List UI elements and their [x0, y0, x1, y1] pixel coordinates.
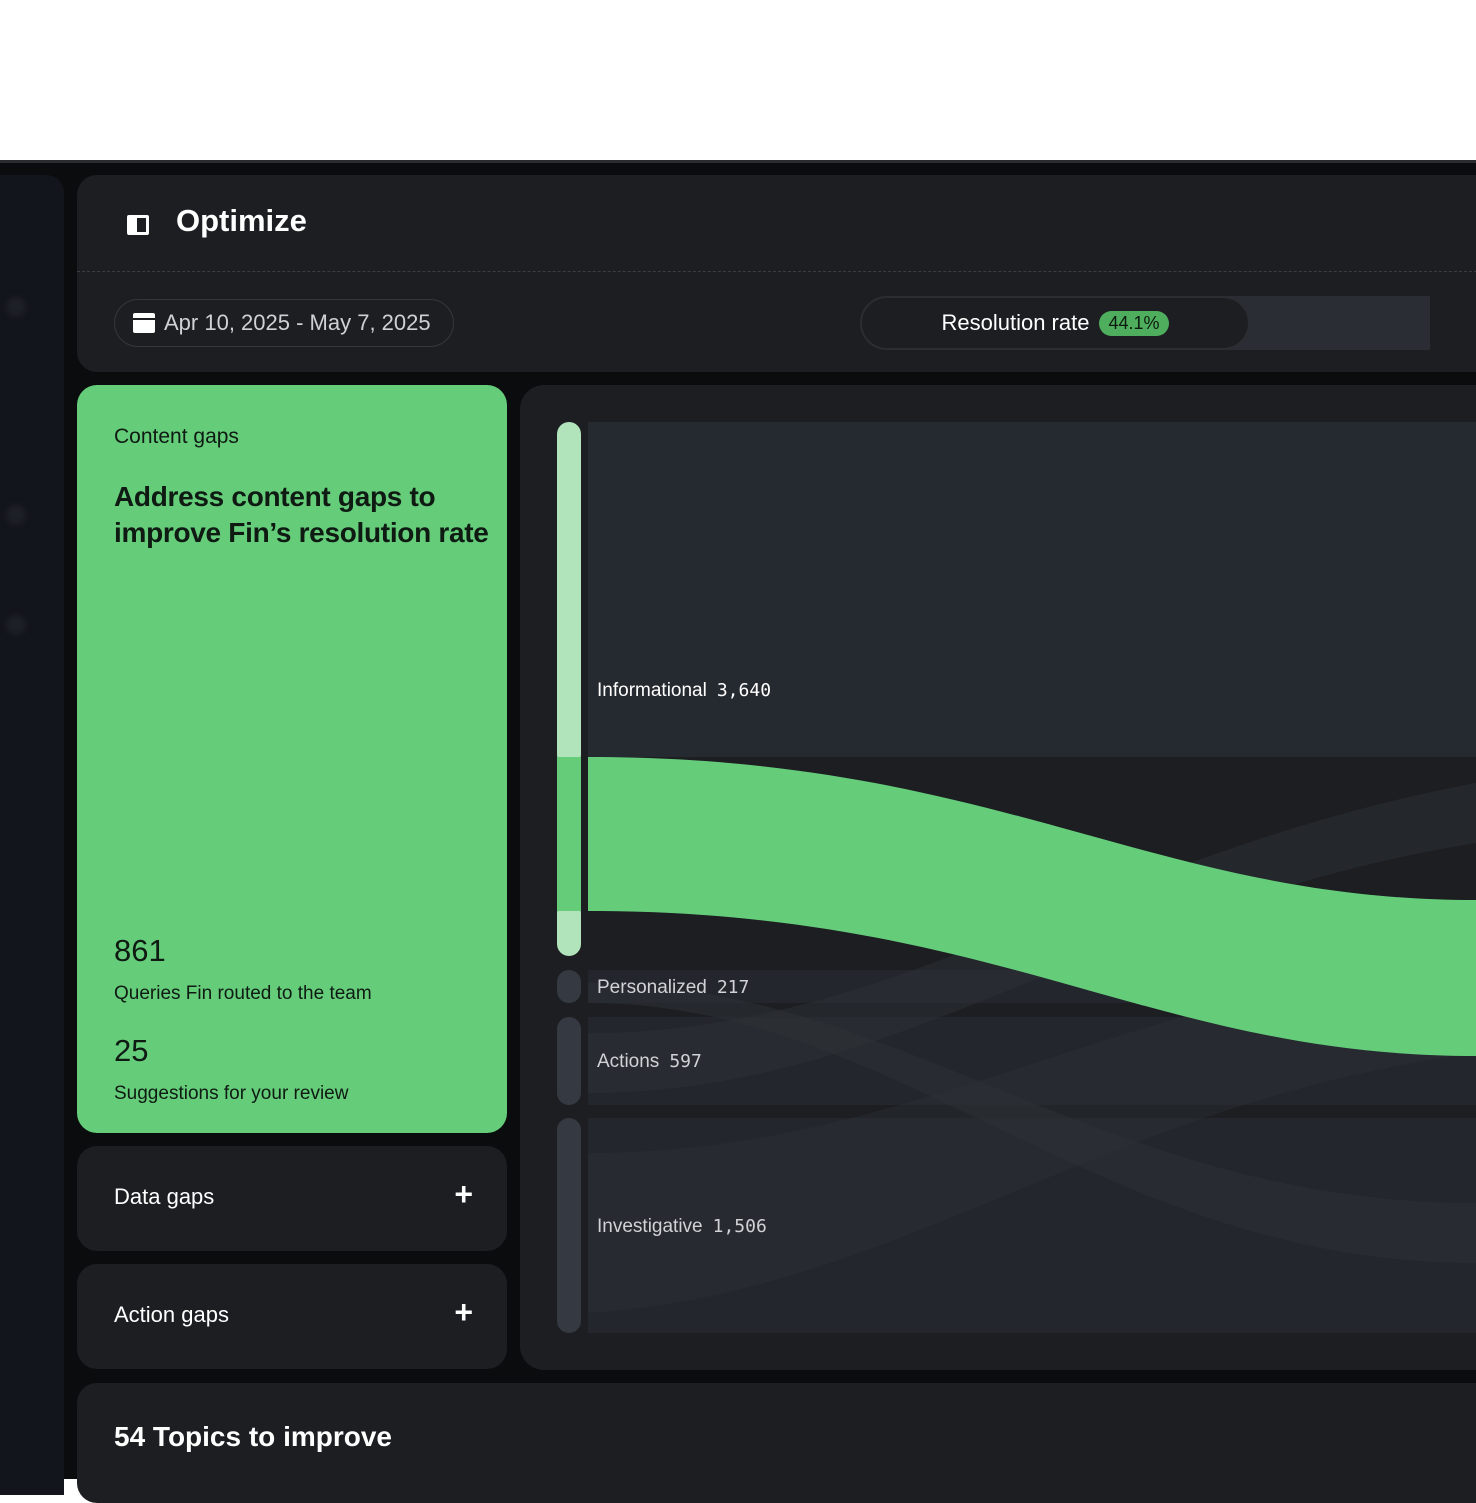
node-label-informational: Informational 3,640: [597, 680, 772, 701]
node-row-informational: [588, 422, 1476, 757]
node-informational-top: [557, 422, 581, 767]
content-gaps-card[interactable]: Content gaps Address content gaps to imp…: [77, 385, 507, 1133]
action-gaps-card[interactable]: Action gaps +: [77, 1264, 507, 1369]
resolution-rate-badge: 44.1%: [1099, 310, 1169, 336]
sidebar-icon[interactable]: [6, 297, 26, 317]
sidebar-icon[interactable]: [6, 505, 26, 525]
node-investigative: [557, 1118, 581, 1333]
topics-title: 54 Topics to improve: [114, 1421, 392, 1452]
card-label: Data gaps: [114, 1184, 215, 1209]
date-range-picker[interactable]: Apr 10, 2025 - May 7, 2025: [114, 299, 454, 347]
plus-icon[interactable]: +: [454, 1294, 473, 1330]
resolution-rate-label: Resolution rate: [941, 310, 1090, 335]
data-gaps-card[interactable]: Data gaps +: [77, 1146, 507, 1251]
suggestions-count: 25: [114, 1033, 149, 1068]
node-label-personalized: Personalized 217: [597, 977, 750, 998]
flow-faint: [588, 983, 1476, 1263]
node-label-investigative: Investigative 1,506: [597, 1216, 767, 1237]
node-informational-highlight: [557, 757, 581, 911]
suggestions-label: Suggestions for your review: [114, 1083, 349, 1104]
topics-section: 54 Topics to improve: [77, 1383, 1476, 1503]
node-personalized: [557, 970, 581, 1003]
card-label: Content gaps: [114, 425, 239, 448]
queries-count: 861: [114, 933, 166, 968]
node-actions: [557, 1017, 581, 1105]
divider: [77, 271, 1476, 272]
plus-icon[interactable]: +: [454, 1176, 473, 1212]
sidebar-toggle-icon[interactable]: [127, 215, 149, 235]
card-label: Action gaps: [114, 1302, 229, 1327]
sidebar: [0, 175, 64, 1495]
resolution-rate-tab[interactable]: Resolution rate 44.1%: [860, 296, 1250, 350]
sidebar-icon[interactable]: [6, 615, 26, 635]
queries-label: Queries Fin routed to the team: [114, 983, 372, 1004]
date-range-label: Apr 10, 2025 - May 7, 2025: [164, 310, 431, 335]
flow-highlight: [588, 757, 1476, 1056]
sankey-chart: Informational 3,640 Personalized 217 Actio…: [520, 385, 1476, 1370]
calendar-icon: [133, 313, 155, 333]
app-window: Optimize Apr 10, 2025 - May 7, 2025 Reso…: [0, 160, 1476, 1503]
page-header: Optimize Apr 10, 2025 - May 7, 2025: [77, 175, 1476, 372]
flow-faint: [588, 953, 1476, 1313]
page-title: Optimize: [176, 203, 307, 238]
card-headline: Address content gaps to improve Fin’s re…: [114, 481, 489, 548]
node-informational-bottom: [557, 901, 581, 956]
node-label-actions: Actions 597: [597, 1051, 702, 1072]
